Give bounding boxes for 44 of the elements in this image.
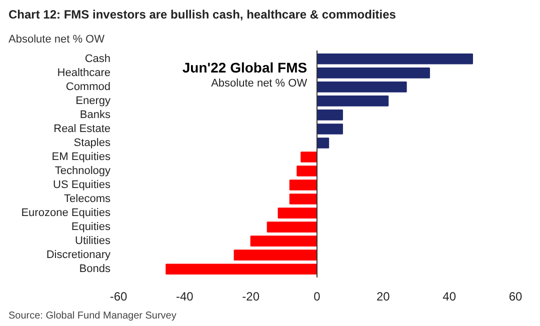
y-tick-label: Banks (80, 108, 111, 121)
bar (316, 110, 343, 120)
y-tick-label: Real Estate (54, 122, 111, 135)
y-tick-label: Commod (66, 80, 110, 93)
y-tick-label: Utilities (75, 235, 111, 248)
y-tick-label: Bonds (79, 263, 111, 276)
annotation: Jun'22 Global FMS (182, 60, 308, 76)
x-tick-label: 20 (376, 290, 390, 304)
x-tick-label: -60 (110, 290, 128, 304)
x-tick-label: -40 (176, 290, 194, 304)
y-tick-label: Eurozone Equities (21, 207, 111, 220)
y-tick-label: Energy (76, 94, 111, 107)
y-tick-label: EM Equities (52, 150, 111, 163)
y-tick-label: US Equities (53, 179, 111, 192)
bar (234, 250, 318, 260)
y-tick-label: Technology (54, 165, 111, 178)
x-tick-label: 0 (314, 290, 321, 304)
y-tick-label: Healthcare (57, 66, 111, 79)
chart-subtitle: Absolute net % OW (8, 34, 106, 46)
y-tick-label: Telecoms (64, 193, 111, 206)
y-tick-label: Equities (71, 221, 111, 234)
annotation: Absolute net % OW (211, 78, 308, 90)
bar (316, 96, 389, 106)
bar (316, 124, 343, 134)
bar (289, 180, 318, 190)
bar (316, 138, 330, 148)
y-tick-label: Cash (84, 52, 111, 65)
x-tick-label: 40 (442, 290, 456, 304)
bar (289, 194, 318, 204)
bar (316, 82, 407, 92)
bar (278, 208, 318, 218)
source-note: Source: Global Fund Manager Survey (8, 310, 176, 322)
bar (250, 236, 318, 246)
y-tick-label: Staples (74, 136, 111, 149)
bar (300, 152, 318, 162)
bar (296, 166, 318, 176)
bar (166, 264, 318, 274)
x-tick-label: -20 (242, 290, 260, 304)
x-tick-label: 60 (508, 290, 522, 304)
bar (316, 54, 473, 64)
bar (316, 68, 430, 78)
bar (266, 222, 318, 232)
y-tick-label: Discretionary (46, 249, 111, 262)
chart-title: Chart 12: FMS investors are bullish cash, healthcare & commodities (8, 8, 396, 22)
